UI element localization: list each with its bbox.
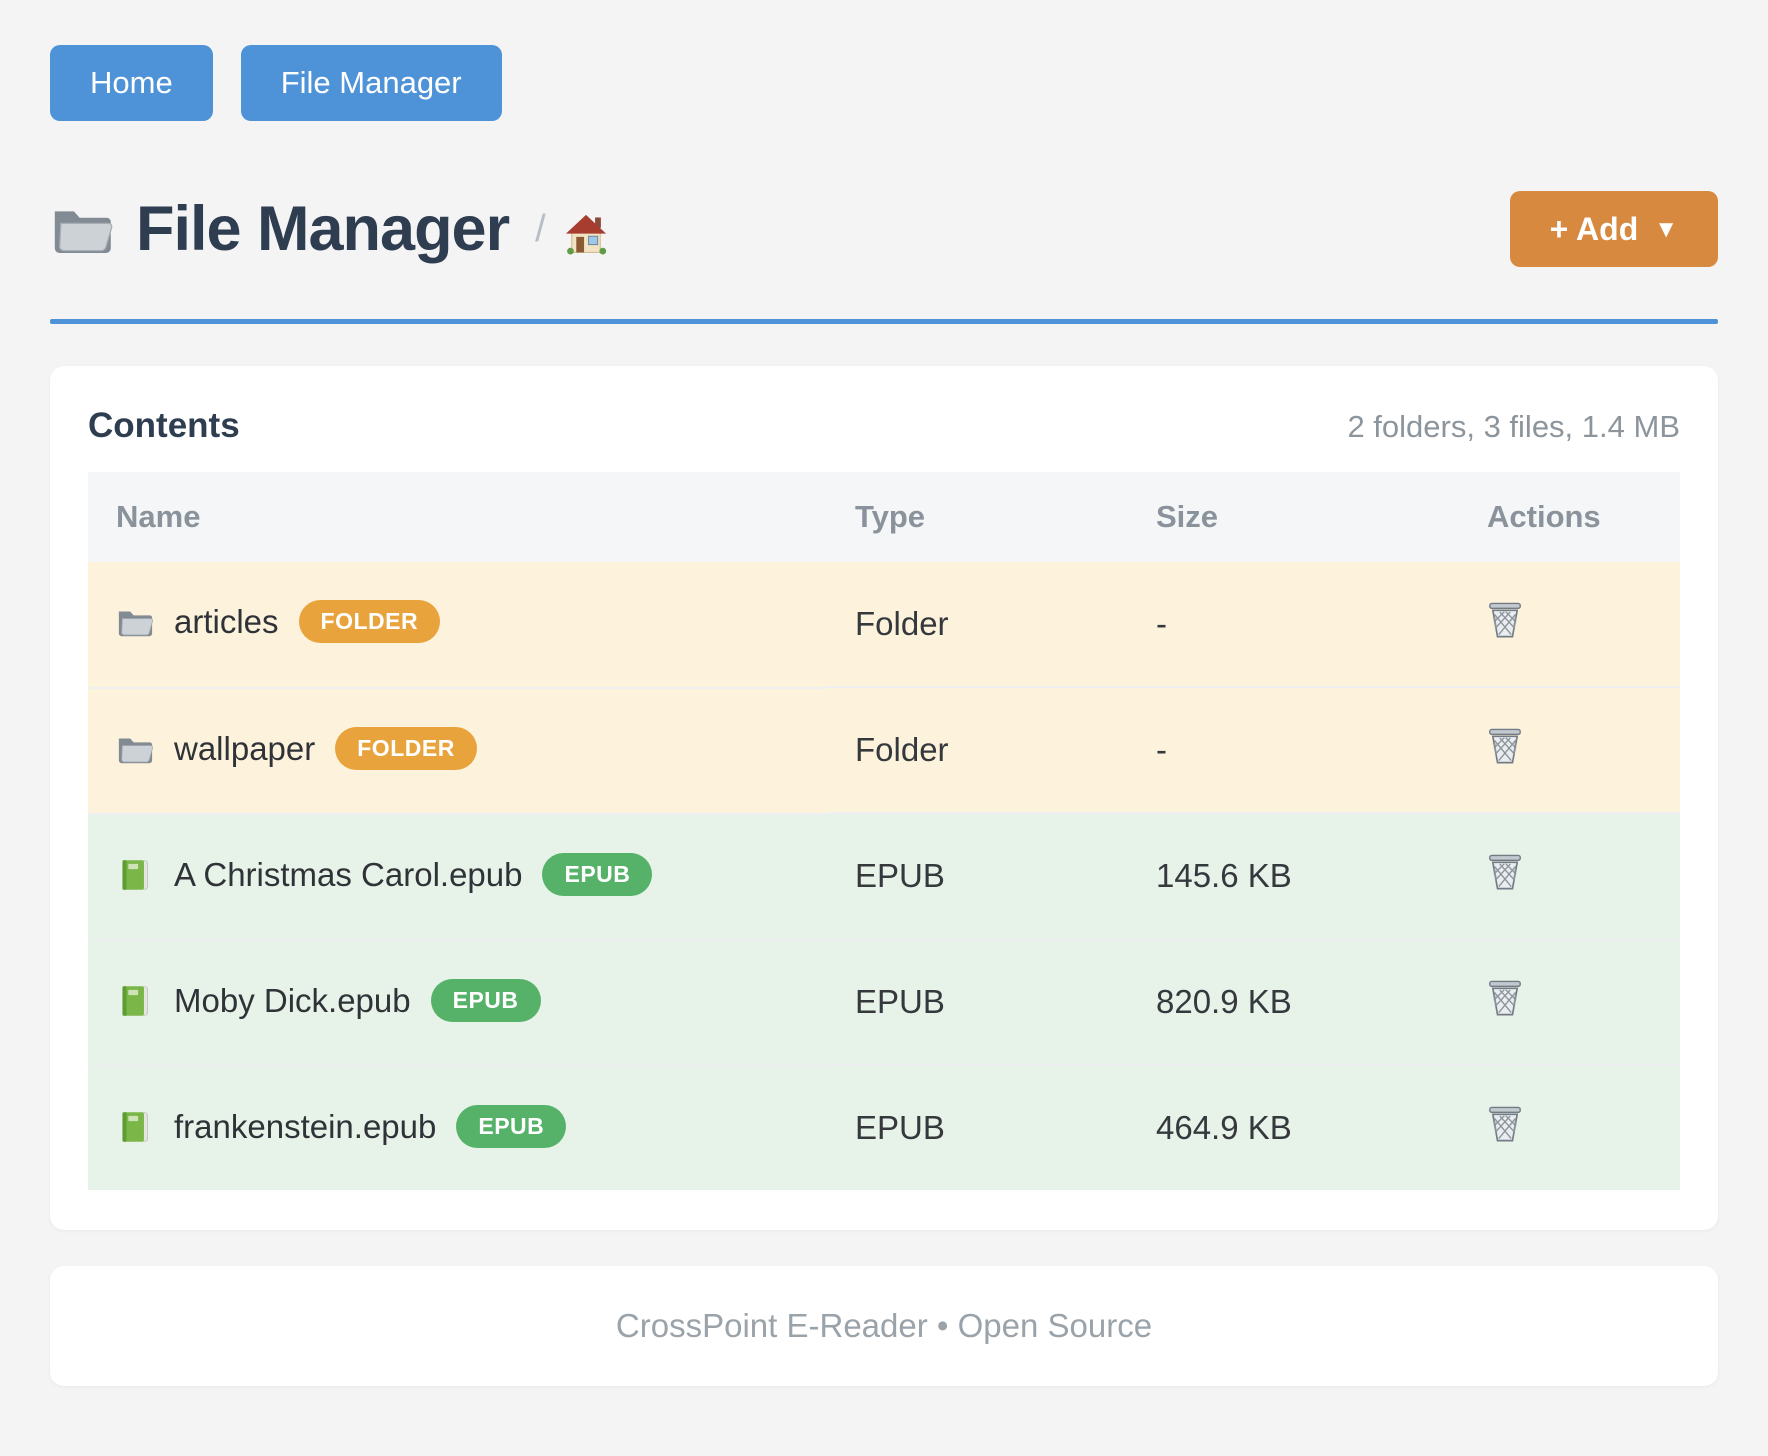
type-cell: EPUB bbox=[827, 812, 1128, 939]
footer-text: CrossPoint E-Reader • Open Source bbox=[615, 1307, 1153, 1344]
add-button-label: + Add bbox=[1549, 210, 1639, 247]
column-header-actions: Actions bbox=[1459, 472, 1680, 562]
top-nav: Home File Manager bbox=[50, 0, 1718, 121]
type-cell: Folder bbox=[827, 686, 1128, 813]
type-cell: EPUB bbox=[827, 1064, 1128, 1190]
type-badge: EPUB bbox=[456, 1105, 567, 1149]
title-group: File Manager / bbox=[50, 193, 610, 265]
contents-card: Contents 2 folders, 3 files, 1.4 MB Name… bbox=[50, 366, 1718, 1230]
contents-card-header: Contents 2 folders, 3 files, 1.4 MB bbox=[88, 406, 1680, 446]
size-cell: - bbox=[1128, 686, 1459, 813]
type-badge: FOLDER bbox=[335, 727, 477, 771]
delete-button[interactable] bbox=[1487, 726, 1523, 766]
folder-icon bbox=[116, 732, 154, 766]
table-row: A Christmas Carol.epub EPUB EPUB 145.6 K… bbox=[88, 812, 1680, 939]
page-title: File Manager bbox=[136, 194, 510, 264]
type-badge: EPUB bbox=[542, 853, 653, 897]
table-header-row: Name Type Size Actions bbox=[88, 472, 1680, 562]
file-name[interactable]: frankenstein.epub bbox=[174, 1107, 437, 1145]
header-divider bbox=[50, 319, 1718, 324]
size-cell: 464.9 KB bbox=[1128, 1064, 1459, 1190]
type-badge: FOLDER bbox=[298, 600, 441, 644]
house-icon[interactable] bbox=[562, 211, 610, 255]
file-name[interactable]: articles bbox=[174, 602, 279, 640]
green-book-icon bbox=[116, 1110, 154, 1144]
size-cell: - bbox=[1156, 605, 1167, 642]
table-body: articles FOLDER Folder - wallpaper FOLDE… bbox=[88, 562, 1680, 1190]
trash-icon bbox=[1487, 1104, 1523, 1144]
trash-icon bbox=[1487, 978, 1523, 1018]
type-cell: EPUB bbox=[827, 938, 1128, 1065]
file-manager-page: Home File Manager File Manager / + Add ▼… bbox=[50, 0, 1718, 1386]
contents-summary: 2 folders, 3 files, 1.4 MB bbox=[1347, 409, 1680, 444]
file-table: Name Type Size Actions articles FOLDER Fold… bbox=[88, 472, 1680, 1190]
footer: CrossPoint E-Reader • Open Source bbox=[50, 1266, 1718, 1386]
breadcrumb-separator: / bbox=[535, 207, 546, 250]
file-manager-button[interactable]: File Manager bbox=[240, 45, 502, 121]
trash-icon bbox=[1487, 600, 1523, 640]
table-row: wallpaper FOLDER Folder - bbox=[88, 686, 1680, 813]
delete-button[interactable] bbox=[1487, 978, 1523, 1018]
contents-heading: Contents bbox=[88, 406, 240, 445]
page-header: File Manager / + Add ▼ bbox=[50, 191, 1718, 267]
column-header-size: Size bbox=[1128, 472, 1459, 562]
green-book-icon bbox=[116, 858, 154, 892]
column-header-name: Name bbox=[88, 472, 827, 562]
column-header-type: Type bbox=[827, 472, 1128, 562]
trash-icon bbox=[1487, 726, 1523, 766]
table-row: articles FOLDER Folder - bbox=[88, 562, 1680, 687]
delete-button[interactable] bbox=[1487, 1104, 1523, 1144]
green-book-icon bbox=[116, 984, 154, 1018]
trash-icon bbox=[1487, 852, 1523, 892]
table-row: frankenstein.epub EPUB EPUB 464.9 KB bbox=[88, 1064, 1680, 1190]
delete-button[interactable] bbox=[1487, 852, 1523, 892]
chevron-down-icon: ▼ bbox=[1654, 216, 1678, 243]
add-button[interactable]: + Add ▼ bbox=[1509, 191, 1718, 267]
folder-icon bbox=[116, 605, 154, 639]
type-cell: Folder bbox=[855, 605, 949, 642]
delete-button[interactable] bbox=[1487, 600, 1523, 640]
size-cell: 820.9 KB bbox=[1128, 938, 1459, 1065]
file-name[interactable]: Moby Dick.epub bbox=[174, 981, 411, 1019]
file-name[interactable]: A Christmas Carol.epub bbox=[174, 855, 523, 893]
table-row: Moby Dick.epub EPUB EPUB 820.9 KB bbox=[88, 938, 1680, 1065]
type-badge: EPUB bbox=[430, 979, 541, 1023]
file-name[interactable]: wallpaper bbox=[174, 729, 316, 767]
size-cell: 145.6 KB bbox=[1128, 812, 1459, 939]
folder-icon bbox=[50, 201, 114, 257]
home-button[interactable]: Home bbox=[50, 45, 213, 121]
